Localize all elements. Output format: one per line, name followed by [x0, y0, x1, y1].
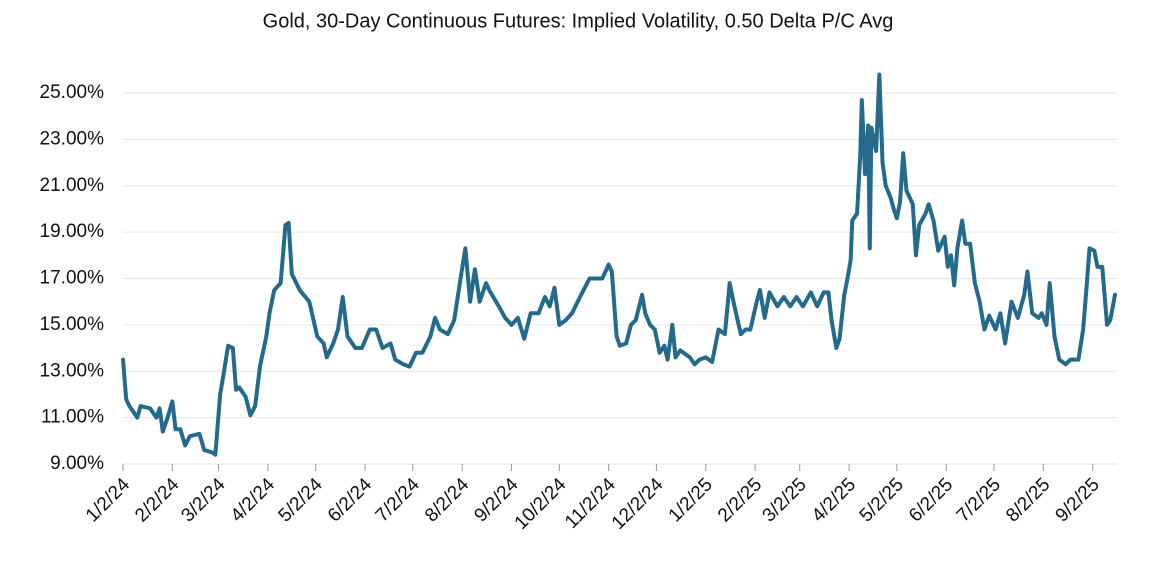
- y-tick-label: 23.00%: [40, 128, 105, 149]
- data-line: [121, 72, 1117, 457]
- y-tick-label: 15.00%: [40, 314, 105, 335]
- x-tick-label: 4/2/25: [808, 474, 860, 526]
- x-tick-label: 8/2/24: [421, 474, 474, 527]
- x-tick-label: 1/2/24: [82, 474, 135, 527]
- y-tick-label: 19.00%: [40, 221, 105, 242]
- x-tick-label: 6/2/25: [905, 474, 957, 526]
- x-tick-label: 12/2/24: [608, 474, 668, 534]
- chart-title: Gold, 30-Day Continuous Futures: Implied…: [263, 10, 894, 32]
- x-tick-label: 3/2/25: [759, 474, 811, 526]
- x-tick-label: 11/2/24: [561, 474, 620, 533]
- x-tick-label: 1/2/25: [665, 474, 717, 526]
- x-tick-label: 3/2/24: [177, 474, 230, 527]
- x-tick-label: 4/2/24: [227, 474, 280, 527]
- y-tick-label: 11.00%: [41, 407, 104, 428]
- x-tick-label: 2/2/24: [131, 474, 184, 527]
- x-tick-label: 8/2/25: [1002, 474, 1054, 526]
- x-tick-label: 2/2/25: [714, 474, 766, 526]
- y-tick-label: 25.00%: [40, 82, 105, 103]
- x-tick-label: 9/2/25: [1052, 474, 1104, 526]
- x-tick-label: 7/2/24: [372, 474, 425, 527]
- y-tick-label: 17.00%: [40, 268, 105, 289]
- x-tick-label: 5/2/25: [856, 474, 908, 526]
- x-tick-label: 5/2/24: [275, 474, 328, 527]
- x-tick-label: 10/2/24: [511, 474, 571, 534]
- x-tick-label: 7/2/25: [953, 474, 1005, 526]
- y-tick-label: 9.00%: [50, 453, 104, 474]
- y-tick-label: 13.00%: [40, 360, 105, 381]
- x-tick-label: 6/2/24: [324, 474, 377, 527]
- y-tick-label: 21.00%: [40, 175, 105, 196]
